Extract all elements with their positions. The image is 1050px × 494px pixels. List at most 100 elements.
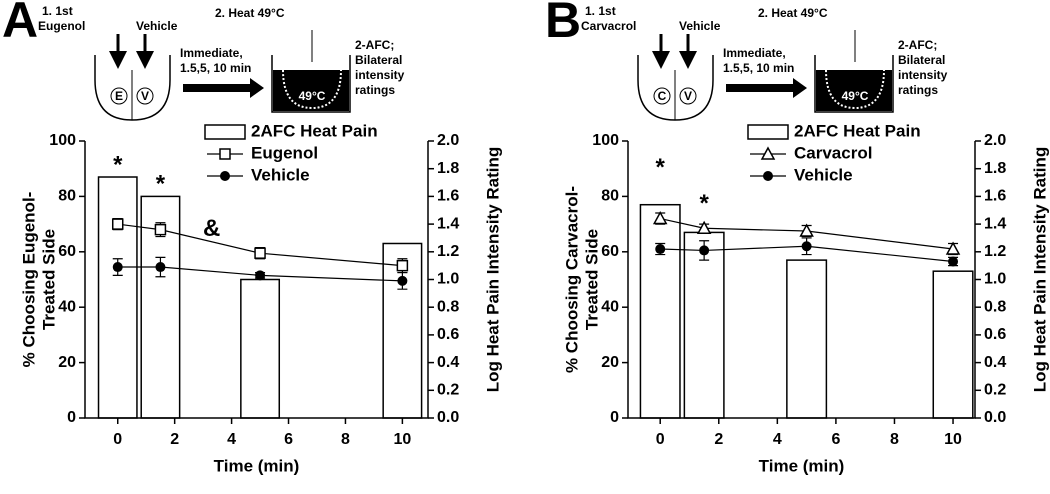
y2-tick-label: 0.6 [437, 326, 459, 343]
site-label: E [115, 89, 123, 103]
marker [255, 270, 266, 281]
y2-tick-label: 0.8 [984, 298, 1006, 315]
series-line [660, 217, 954, 250]
series-line [117, 223, 403, 267]
legend-swatch [204, 124, 246, 140]
x-tick-label: 2 [714, 431, 723, 448]
site-label: V [141, 89, 149, 103]
annotation: * [656, 154, 666, 181]
marker [396, 259, 409, 272]
marker [652, 210, 668, 225]
annotation: & [203, 215, 220, 242]
y2-tick-label: 1.0 [984, 271, 1006, 288]
diagram-text: 1. 1st [585, 4, 616, 18]
panel-letter: B [545, 0, 581, 48]
y2-tick-label: 1.2 [437, 243, 459, 260]
marker [254, 247, 266, 259]
panel-letter: A [2, 0, 38, 48]
x-tick-label: 0 [656, 431, 665, 448]
diagram-text: intensity [355, 68, 405, 82]
x-tick-label: 8 [341, 431, 350, 448]
marker [111, 218, 124, 230]
diagram-text: Carvacrol [581, 19, 636, 33]
y-tick-label: 80 [58, 188, 76, 205]
y-axis-label: % Choosing Eugenol- [19, 192, 38, 368]
x-tick-label: 2 [170, 431, 179, 448]
diagram-text: ratings [355, 83, 395, 97]
y2-tick-label: 0.2 [984, 382, 1006, 399]
site-label: C [658, 89, 667, 103]
y2-tick-label: 1.8 [437, 160, 459, 177]
y2-tick-label: 1.2 [984, 243, 1006, 260]
x-tick-label: 4 [227, 431, 236, 448]
legend-label: 2AFC Heat Pain [794, 121, 921, 140]
marker [696, 220, 712, 235]
big-arrow [183, 78, 264, 98]
series-line [117, 266, 403, 282]
big-arrow [726, 78, 807, 98]
y-axis-label: % Choosing Carvacrol- [562, 186, 581, 373]
y-tick-label: 80 [601, 188, 619, 205]
y2-tick-label: 2.0 [437, 132, 459, 149]
y2-tick-label: 1.4 [437, 215, 459, 232]
x-tick-label: 6 [831, 431, 840, 448]
diagram-text: Vehicle [679, 19, 721, 33]
y-tick-label: 100 [592, 132, 619, 149]
x-tick-label: 10 [393, 431, 411, 448]
y-tick-label: 60 [58, 243, 76, 260]
marker [799, 223, 814, 237]
legend-label: 2AFC Heat Pain [251, 121, 378, 140]
y2-tick-label: 0.6 [984, 326, 1006, 343]
bath [271, 55, 351, 113]
y2-tick-label: 0.2 [437, 382, 459, 399]
site [110, 87, 128, 105]
site [653, 87, 671, 105]
x-axis-label: Time (min) [214, 456, 300, 475]
legend-label: Carvacrol [794, 143, 872, 162]
bar [240, 278, 281, 419]
y2-tick-label: 1.6 [984, 188, 1006, 205]
diagram-text: 2. Heat 49°C [758, 6, 828, 20]
diagram-text: 2-AFC; [898, 38, 937, 52]
y2-tick-label: 0.0 [437, 409, 459, 426]
diagram-text: ratings [898, 83, 938, 97]
marker [945, 241, 961, 255]
x-tick-label: 0 [113, 431, 122, 448]
y-tick-label: 0 [67, 409, 76, 426]
x-tick-label: 4 [773, 431, 782, 448]
y2-tick-label: 1.4 [984, 215, 1006, 232]
annotation: * [699, 190, 709, 217]
y2-tick-label: 0.8 [437, 298, 459, 315]
x-axis-label: Time (min) [759, 456, 845, 475]
y-tick-label: 20 [601, 354, 619, 371]
y-tick-label: 100 [49, 132, 76, 149]
diagram-text: Immediate, [180, 46, 243, 60]
diagram-text: Bilateral [355, 53, 402, 67]
y-tick-label: 0 [610, 409, 619, 426]
y2-tick-label: 0.0 [984, 409, 1006, 426]
site [679, 87, 697, 105]
legend-label: Vehicle [794, 165, 853, 184]
annotation: * [156, 171, 166, 198]
bath [814, 55, 894, 113]
y-axis-label: Treated Side [582, 229, 601, 330]
y-tick-label: 40 [58, 298, 76, 315]
x-tick-label: 10 [944, 431, 962, 448]
marker [154, 223, 167, 236]
marker [655, 244, 666, 255]
y-tick-label: 40 [601, 298, 619, 315]
marker [155, 262, 166, 273]
diagram-text: Bilateral [898, 53, 945, 67]
series-line [660, 245, 954, 263]
marker [760, 146, 776, 160]
y2-tick-label: 1.8 [984, 160, 1006, 177]
legend-label: Eugenol [251, 143, 318, 162]
diagram-text: Vehicle [136, 19, 178, 33]
bath-label: 49°C [299, 89, 326, 103]
marker [112, 262, 123, 273]
y-axis-label: Treated Side [39, 229, 58, 330]
bar [97, 176, 138, 419]
